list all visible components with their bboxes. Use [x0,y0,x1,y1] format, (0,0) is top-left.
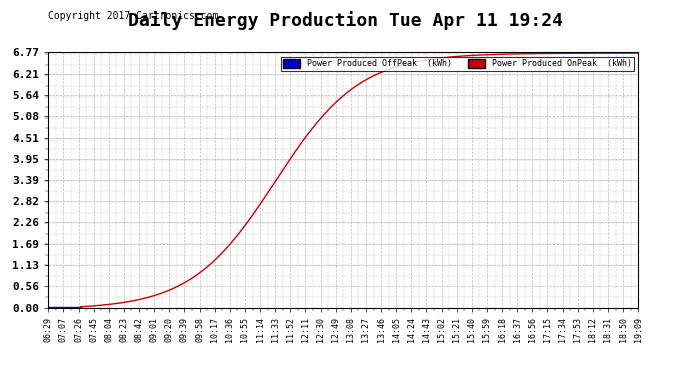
Text: Daily Energy Production Tue Apr 11 19:24: Daily Energy Production Tue Apr 11 19:24 [128,11,562,30]
Text: Copyright 2017 Cartronics.com: Copyright 2017 Cartronics.com [48,11,219,21]
Legend: Power Produced OffPeak  (kWh), Power Produced OnPeak  (kWh): Power Produced OffPeak (kWh), Power Prod… [281,57,634,71]
